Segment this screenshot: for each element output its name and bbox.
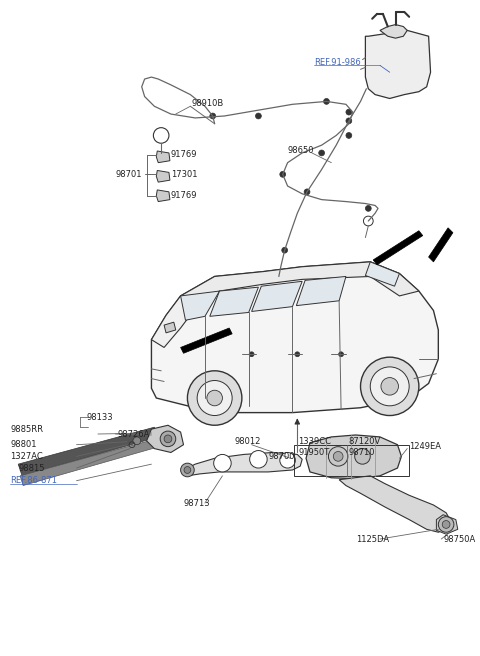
Circle shape (346, 109, 352, 115)
Circle shape (187, 371, 242, 425)
Polygon shape (183, 453, 302, 476)
Circle shape (282, 247, 288, 253)
Text: 87120V: 87120V (349, 438, 381, 446)
Text: 98700: 98700 (268, 452, 295, 461)
Polygon shape (156, 190, 170, 201)
Polygon shape (365, 30, 431, 98)
Text: 91950T: 91950T (298, 448, 330, 457)
Circle shape (319, 150, 324, 156)
Circle shape (333, 451, 343, 461)
Circle shape (280, 171, 286, 177)
Text: REF.86-871: REF.86-871 (11, 476, 58, 485)
Circle shape (164, 435, 172, 443)
Circle shape (355, 449, 370, 464)
Polygon shape (365, 262, 399, 286)
Polygon shape (164, 322, 176, 333)
Polygon shape (339, 476, 450, 532)
Text: 98012: 98012 (234, 438, 261, 446)
Polygon shape (18, 427, 158, 476)
Text: 91769: 91769 (171, 150, 197, 159)
Text: 1249EA: 1249EA (409, 442, 441, 451)
Text: 9885RR: 9885RR (11, 424, 43, 434)
Circle shape (180, 463, 194, 477)
Circle shape (249, 352, 254, 357)
Circle shape (250, 451, 267, 468)
Text: 98726A: 98726A (118, 430, 150, 438)
Text: 1339CC: 1339CC (298, 438, 331, 446)
Polygon shape (380, 24, 407, 38)
Circle shape (324, 98, 329, 104)
Text: 1327AC: 1327AC (11, 452, 43, 461)
Text: REF.91-986: REF.91-986 (314, 58, 360, 67)
Circle shape (370, 367, 409, 406)
Circle shape (438, 517, 454, 532)
Circle shape (214, 455, 231, 472)
Text: 98910B: 98910B (192, 99, 224, 108)
Polygon shape (156, 151, 170, 163)
Text: 98701: 98701 (116, 170, 142, 179)
Text: 98710: 98710 (349, 448, 375, 457)
Polygon shape (146, 425, 183, 453)
Polygon shape (436, 515, 458, 534)
Polygon shape (296, 276, 346, 306)
Polygon shape (210, 287, 258, 316)
Circle shape (365, 205, 371, 211)
Circle shape (160, 431, 176, 447)
Polygon shape (180, 262, 419, 308)
Text: 98750A: 98750A (443, 535, 476, 544)
Circle shape (197, 380, 232, 415)
Polygon shape (373, 231, 423, 265)
Circle shape (328, 447, 348, 466)
Circle shape (346, 133, 352, 138)
Polygon shape (151, 296, 195, 348)
Polygon shape (20, 439, 159, 485)
Circle shape (207, 390, 222, 406)
Circle shape (184, 466, 191, 474)
Text: 98133: 98133 (86, 413, 113, 422)
Polygon shape (156, 171, 170, 182)
Polygon shape (252, 281, 302, 312)
Text: 98650: 98650 (288, 146, 314, 155)
Circle shape (280, 453, 295, 468)
Circle shape (360, 357, 419, 415)
Polygon shape (180, 291, 219, 320)
Text: 91769: 91769 (171, 192, 197, 200)
Circle shape (295, 352, 300, 357)
Circle shape (339, 352, 344, 357)
Text: 98801: 98801 (11, 440, 37, 449)
Text: 1125DA: 1125DA (356, 535, 389, 544)
Circle shape (442, 521, 450, 528)
Polygon shape (429, 228, 453, 262)
Polygon shape (180, 328, 232, 354)
Circle shape (381, 378, 398, 395)
Text: 98815: 98815 (18, 464, 45, 472)
Polygon shape (151, 262, 438, 413)
Circle shape (304, 189, 310, 195)
Text: 98713: 98713 (183, 499, 210, 508)
Text: 17301: 17301 (171, 170, 197, 179)
Circle shape (255, 113, 261, 119)
Polygon shape (306, 435, 401, 479)
Circle shape (133, 437, 141, 445)
Circle shape (210, 113, 216, 119)
Circle shape (346, 118, 352, 124)
